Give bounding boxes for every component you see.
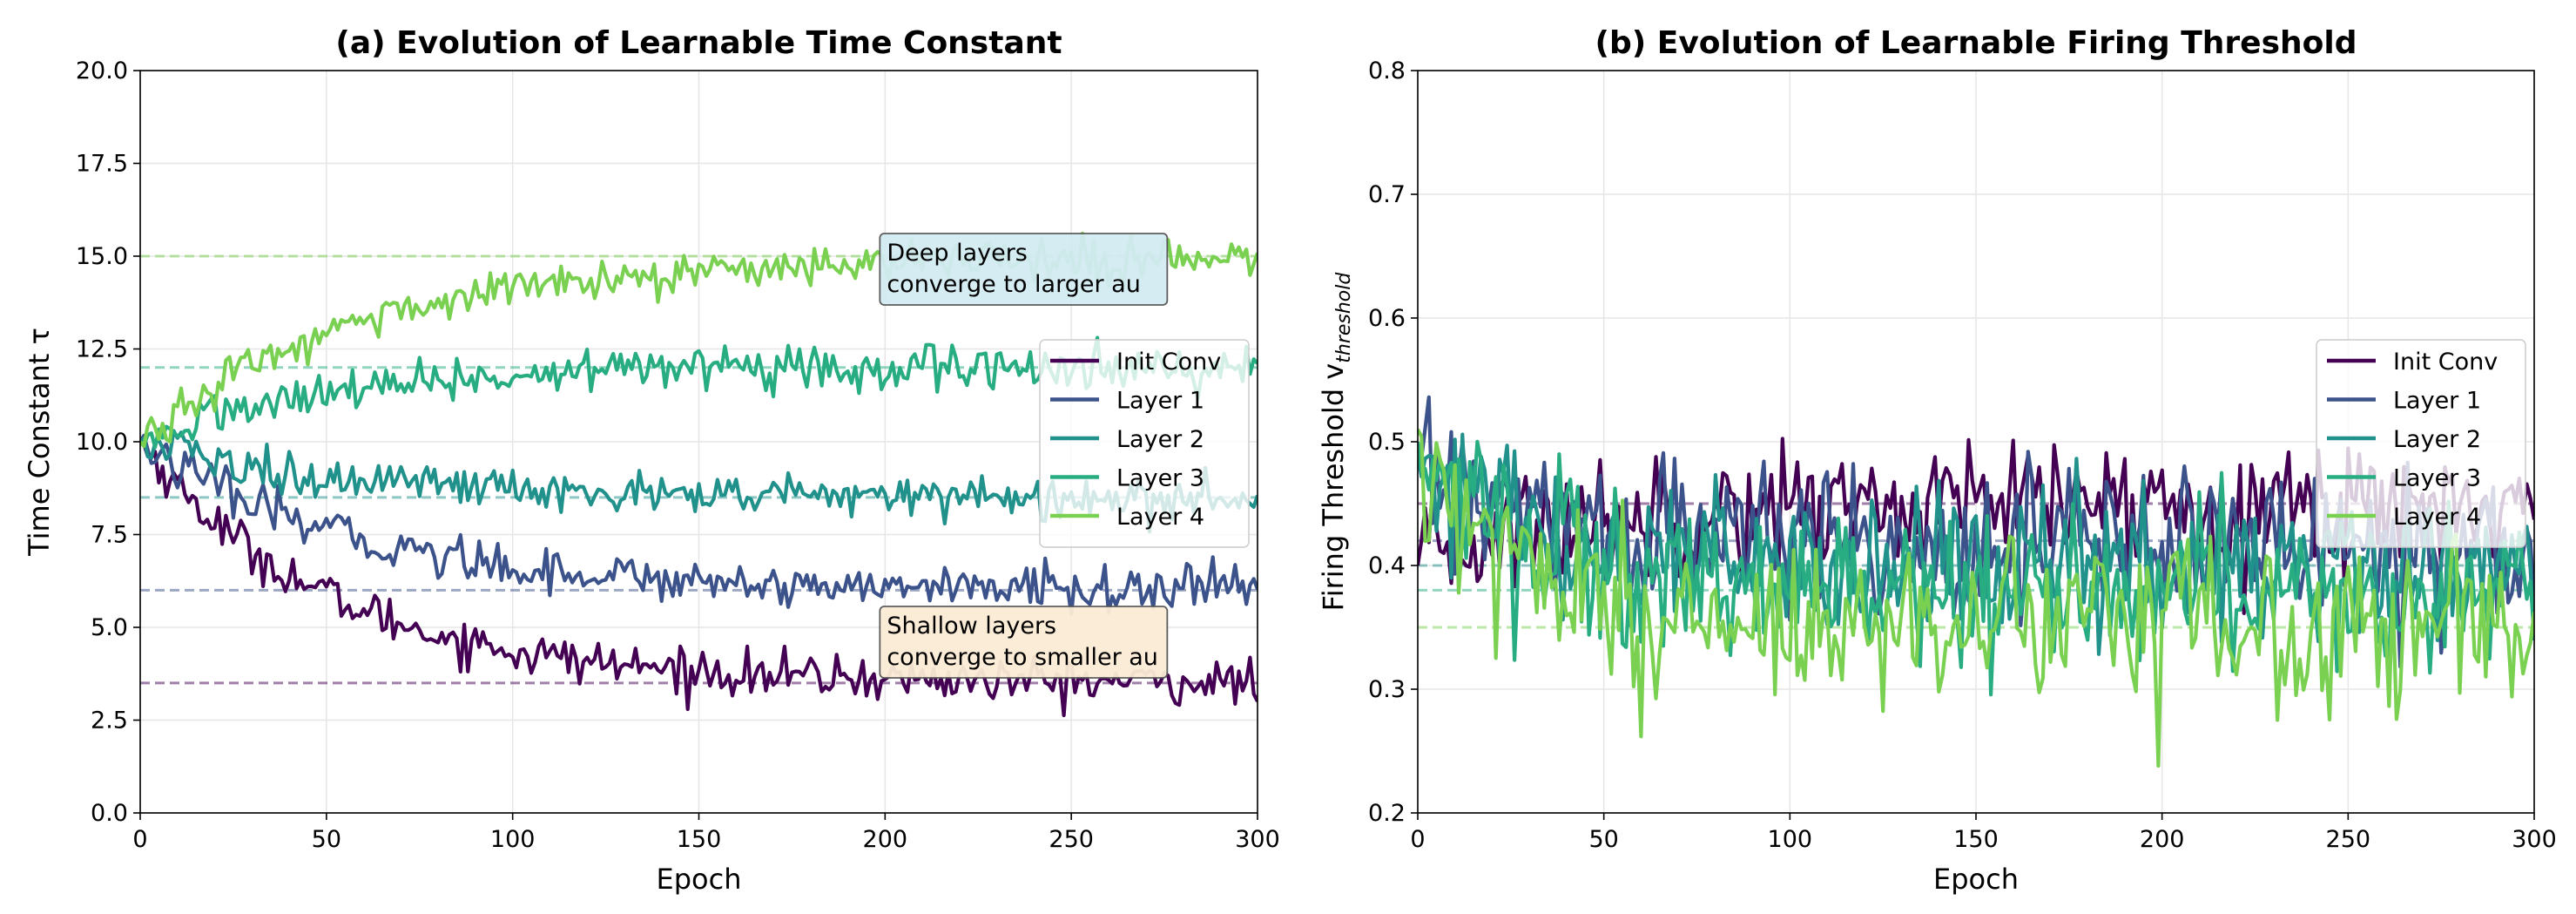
annotation-text: converge to larger au	[887, 271, 1140, 298]
legend-label: Layer 3	[2393, 465, 2481, 492]
y-tick-label: 0.4	[1368, 552, 1406, 579]
y-axis-label: Time Constant τ	[23, 328, 56, 557]
x-tick-label: 0	[132, 826, 147, 853]
y-tick-label: 0.8	[1368, 58, 1406, 85]
y-tick-label: 12.5	[76, 336, 128, 363]
annotation-box: Deep layers converge to larger au	[879, 233, 1169, 306]
x-tick-label: 100	[490, 826, 536, 853]
chart-firing-threshold: 0 50 100 150 200 250 300 0.2 0.3 0.4 0.5 0.6 0.7 0.8 (…	[1317, 25, 2557, 896]
annotation-background	[879, 606, 1169, 679]
legend-label: Layer 2	[1116, 426, 1204, 453]
x-tick-label: 200	[863, 826, 908, 853]
x-tick-label: 250	[1049, 826, 1094, 853]
y-tick-label: 0.5	[1368, 429, 1406, 456]
y-tick-label: 20.0	[76, 58, 128, 85]
legend-label: Layer 1	[1116, 388, 1204, 415]
y-tick-label: 2.5	[91, 708, 128, 735]
y-axis-label-subscript: threshold	[1333, 272, 1355, 363]
chart-time-constant: 0 50 100 150 200 250 300 0.0 2.5 5.0 7.5 10.0 12.5 15…	[23, 25, 1280, 896]
legend-label: Layer 3	[1116, 465, 1204, 492]
legend-box	[2316, 339, 2526, 548]
x-axis-label: Epoch	[1933, 863, 2019, 896]
x-tick-label: 100	[1768, 826, 1813, 853]
annotation-text: converge to smaller au	[887, 644, 1158, 671]
x-tick-label: 250	[2326, 826, 2371, 853]
y-tick-label: 10.0	[76, 429, 128, 456]
y-tick-label: 7.5	[91, 522, 128, 549]
annotation-text: Deep layers	[887, 240, 1028, 267]
annotation-background	[879, 233, 1169, 306]
legend-label: Layer 2	[2393, 426, 2481, 453]
x-tick-label: 0	[1410, 826, 1425, 853]
annotation-text: Shallow layers	[887, 613, 1056, 640]
y-axis-label: Firing Threshold vthreshold	[1317, 272, 1355, 612]
legend: Init Conv Layer 1 Layer 2 Layer 3 Layer 4	[1039, 339, 1250, 548]
chart-title: (b) Evolution of Learnable Firing Thresh…	[1595, 25, 2357, 61]
y-axis-label-main: Firing Threshold v	[1317, 363, 1350, 612]
y-tick-label: 5.0	[91, 614, 128, 641]
y-tick-label: 17.5	[76, 151, 128, 178]
legend-label: Layer 1	[2393, 388, 2481, 415]
y-axis-label-main: Time Constant τ	[23, 328, 56, 557]
x-tick-label: 50	[312, 826, 341, 853]
series-line-3	[1418, 439, 2534, 697]
x-tick-label: 200	[2140, 826, 2185, 853]
legend-label: Layer 4	[1116, 504, 1204, 531]
legend: Init Conv Layer 1 Layer 2 Layer 3 Layer 4	[2316, 339, 2526, 548]
y-tick-label: 15.0	[76, 243, 128, 270]
y-tick-label: 0.3	[1368, 676, 1406, 703]
y-tick-label: 0.6	[1368, 305, 1406, 332]
x-tick-label: 150	[677, 826, 722, 853]
x-tick-label: 300	[2512, 826, 2557, 853]
legend-label: Init Conv	[1116, 349, 1221, 376]
legend-label: Layer 4	[2393, 504, 2481, 531]
x-tick-label: 50	[1588, 826, 1618, 853]
y-tick-label: 0.0	[91, 800, 128, 827]
series-line-4	[1418, 428, 2534, 768]
x-tick-label: 150	[1953, 826, 1999, 853]
chart-title: (a) Evolution of Learnable Time Constant	[335, 25, 1062, 61]
y-tick-label: 0.7	[1368, 181, 1406, 208]
annotation-box: Shallow layers converge to smaller au	[879, 606, 1169, 679]
y-tick-label: 0.2	[1368, 800, 1406, 827]
x-tick-label: 300	[1235, 826, 1280, 853]
legend-label: Init Conv	[2393, 349, 2498, 376]
legend-box	[1039, 339, 1250, 548]
x-axis-label: Epoch	[657, 863, 742, 896]
